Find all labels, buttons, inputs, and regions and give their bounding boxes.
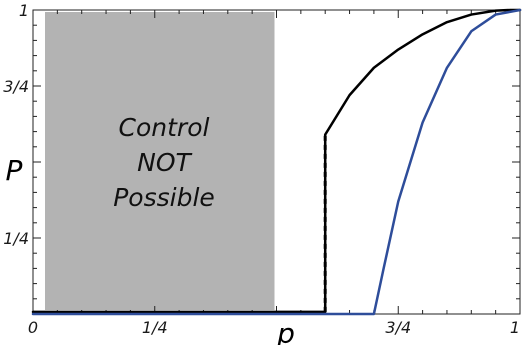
region-label-line: Control	[119, 113, 210, 142]
x-tick-label: 3/4	[385, 318, 411, 337]
y-axis-label: P	[6, 154, 23, 187]
x-tick-label: 1/4	[142, 318, 168, 337]
shaded-region	[45, 12, 275, 310]
y-tick-label: 1/4	[3, 229, 29, 248]
x-tick-label: 0	[28, 318, 38, 337]
region-label-line: NOT	[137, 148, 192, 177]
series-line-1	[31, 8, 522, 316]
y-tick-label: 3/4	[3, 77, 29, 96]
x-axis-label: p	[276, 317, 295, 345]
x-tick-label: 1	[510, 318, 520, 337]
region-label-line: Possible	[113, 183, 215, 212]
y-tick-label: 1	[19, 1, 29, 20]
